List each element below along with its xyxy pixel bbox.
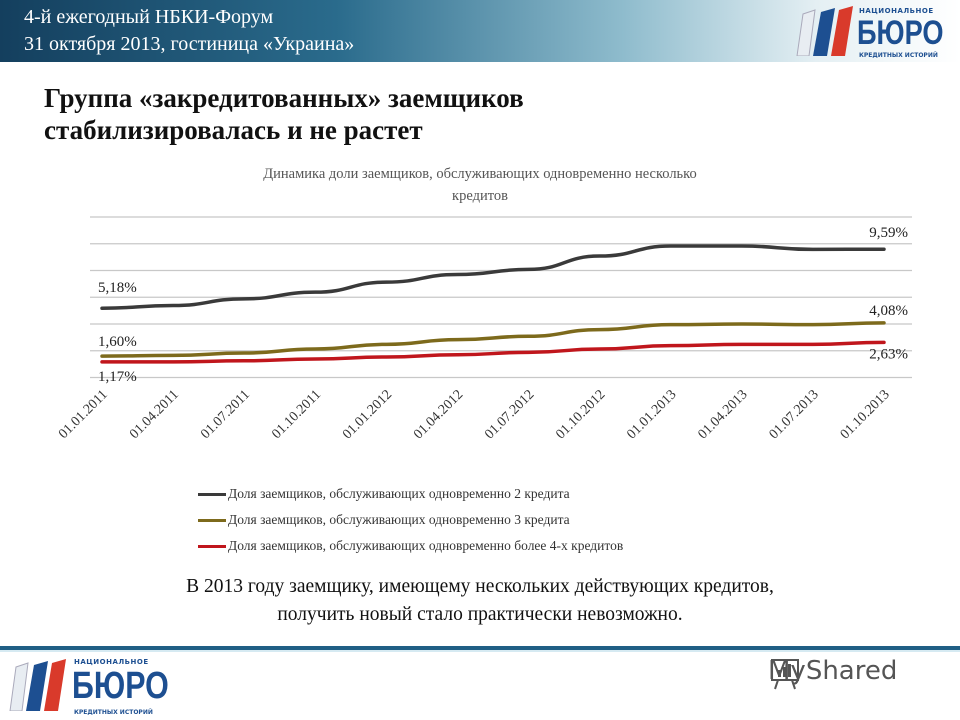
logo-text-bottom: КРЕДИТНЫХ ИСТОРИЙ bbox=[859, 52, 938, 59]
slide-title-line2: стабилизировалась и не растет bbox=[44, 115, 423, 145]
data-label-first: 5,18% bbox=[98, 280, 137, 296]
chart-title-line1: Динамика доли заемщиков, обслуживающих о… bbox=[263, 166, 697, 182]
x-tick-label: 01.01.2011 bbox=[56, 387, 111, 442]
legend-swatch bbox=[198, 518, 226, 522]
legend-label: Доля заемщиков, обслуживающих одновремен… bbox=[228, 486, 570, 501]
slide-title: Группа «закредитованных» заемщиков стаби… bbox=[44, 82, 524, 146]
data-label-first: 1,60% bbox=[98, 334, 137, 350]
x-tick-label: 01.10.2013 bbox=[838, 387, 893, 442]
forum-title: 4-й ежегодный НБКИ-Форум bbox=[24, 6, 274, 28]
x-tick-label: 01.04.2012 bbox=[411, 387, 466, 442]
series-line bbox=[100, 244, 886, 310]
footer-divider-light bbox=[0, 650, 960, 652]
legend-item: Доля заемщиков, обслуживающих одновремен… bbox=[198, 533, 623, 559]
header-banner: 4-й ежегодный НБКИ-Форум 31 октября 2013… bbox=[0, 0, 960, 62]
slide-title-line1: Группа «закредитованных» заемщиков bbox=[44, 83, 524, 113]
data-label-first: 1,17% bbox=[98, 369, 137, 385]
logo-text-top: НАЦИОНАЛЬНОЕ bbox=[859, 7, 934, 15]
conclusion-text: В 2013 году заемщику, имеющему нескольки… bbox=[40, 573, 920, 629]
x-tick-label: 01.07.2013 bbox=[767, 387, 822, 442]
legend-label: Доля заемщиков, обслуживающих одновремен… bbox=[228, 512, 570, 527]
x-tick-label: 01.01.2012 bbox=[340, 387, 395, 442]
legend-item: Доля заемщиков, обслуживающих одновремен… bbox=[198, 481, 623, 507]
forum-date-venue: 31 октября 2013, гостиница «Украина» bbox=[24, 33, 355, 55]
x-tick-label: 01.04.2013 bbox=[695, 387, 750, 442]
logo-text-main: БЮРО bbox=[72, 665, 169, 707]
data-label-last: 4,08% bbox=[869, 303, 908, 319]
x-tick-label: 01.01.2013 bbox=[624, 387, 679, 442]
nbki-logo-footer: НАЦИОНАЛЬНОЕ БЮРО КРЕДИТНЫХ ИСТОРИЙ bbox=[8, 655, 169, 717]
presentation-board-icon bbox=[771, 659, 799, 690]
chart-title-line2: кредитов bbox=[452, 188, 508, 204]
x-tick-label: 01.10.2012 bbox=[553, 387, 608, 442]
logo-text-top: НАЦИОНАЛЬНОЕ bbox=[74, 658, 149, 666]
legend-swatch bbox=[198, 492, 226, 496]
conclusion-line2: получить новый стало практически невозмо… bbox=[277, 604, 683, 625]
chart-legend: Доля заемщиков, обслуживающих одновремен… bbox=[198, 481, 623, 559]
x-tick-label: 01.10.2011 bbox=[269, 387, 324, 442]
footer-divider bbox=[0, 646, 960, 650]
logo-binders-icon bbox=[9, 659, 66, 711]
conclusion-line1: В 2013 году заемщику, имеющему нескольки… bbox=[186, 576, 774, 597]
legend-item: Доля заемщиков, обслуживающих одновремен… bbox=[198, 507, 623, 533]
myshared-watermark: MyShared bbox=[768, 656, 897, 690]
series-line bbox=[100, 340, 886, 364]
data-label-last: 9,59% bbox=[869, 225, 908, 241]
x-tick-label: 01.04.2011 bbox=[127, 387, 182, 442]
logo-binders-icon bbox=[796, 6, 853, 56]
line-chart: 5,18% 9,59% 1,60% 4,08% 1,17% 2,63% 01.01.2011… bbox=[56, 216, 912, 442]
x-tick-label: 01.07.2012 bbox=[482, 387, 537, 442]
logo-text-bottom: КРЕДИТНЫХ ИСТОРИЙ bbox=[74, 709, 153, 716]
nbki-logo-header: НАЦИОНАЛЬНОЕ БЮРО КРЕДИТНЫХ ИСТОРИЙ bbox=[795, 4, 945, 60]
data-label-last: 2,63% bbox=[869, 346, 908, 362]
legend-swatch bbox=[198, 544, 226, 548]
series-line bbox=[100, 321, 886, 358]
chart-title: Динамика доли заемщиков, обслуживающих о… bbox=[120, 163, 840, 207]
logo-text-main: БЮРО bbox=[857, 14, 944, 52]
x-tick-label: 01.07.2011 bbox=[198, 387, 253, 442]
legend-label: Доля заемщиков, обслуживающих одновремен… bbox=[228, 538, 624, 553]
